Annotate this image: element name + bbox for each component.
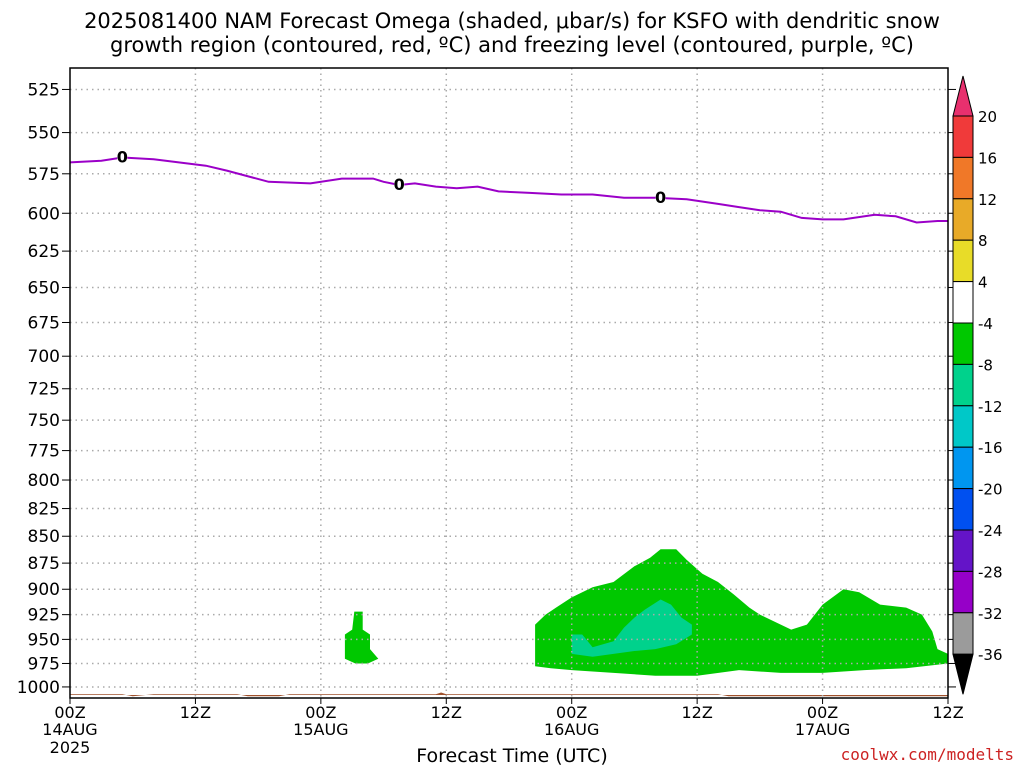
- y-tick-label-5: 650: [28, 278, 60, 298]
- colorbar-segment-9: [952, 446, 974, 490]
- x-tick-label-6: 00Z: [807, 703, 838, 722]
- y-tick-label-16: 925: [28, 606, 60, 626]
- colorbar-label-11: -28: [978, 563, 1003, 581]
- x-tick-label-3: 12Z: [431, 703, 462, 722]
- colorbar-segment-12: [952, 570, 974, 614]
- x-tick-label-1: 12Z: [180, 703, 211, 722]
- y-tick-label-0: 525: [28, 80, 60, 100]
- colorbar-label-10: -24: [978, 522, 1003, 540]
- x-tick-label-4: 00Z: [556, 703, 587, 722]
- y-tick-label-10: 775: [28, 442, 60, 462]
- x-tick-label-0: 00Z: [54, 703, 85, 722]
- x-tick-date-2: 15AUG: [293, 720, 348, 739]
- y-tick-label-17: 950: [28, 630, 60, 650]
- colorbar-label-5: -4: [978, 315, 993, 333]
- freezing-label-bg-1: [394, 178, 405, 192]
- y-tick-label-6: 675: [28, 313, 60, 333]
- colorbar-segment-7: [952, 363, 974, 407]
- y-tick-label-2: 575: [28, 165, 60, 185]
- colorbar-label-7: -12: [978, 398, 1003, 416]
- omega-region-0: [344, 611, 379, 664]
- x-tick-date-0: 14AUG: [42, 720, 97, 739]
- plot-background: [70, 68, 948, 698]
- chart-title-line1: 2025081400 NAM Forecast Omega (shaded, μ…: [84, 9, 940, 33]
- x-tick-label-7: 12Z: [932, 703, 963, 722]
- x-tick-date-4: 16AUG: [544, 720, 599, 739]
- y-tick-label-12: 825: [28, 500, 60, 520]
- colorbar-label-6: -8: [978, 356, 993, 374]
- freezing-label-bg-2: [655, 190, 666, 204]
- colorbar-label-8: -16: [978, 439, 1003, 457]
- colorbar-segment-8: [952, 405, 974, 448]
- y-tick-label-8: 725: [28, 380, 60, 400]
- y-tick-label-15: 900: [28, 580, 60, 600]
- colorbar-label-13: -36: [978, 646, 1003, 664]
- y-tick-label-11: 800: [28, 471, 60, 491]
- colorbar-segment-6: [952, 322, 974, 365]
- colorbar-bottom-triangle: [952, 653, 974, 695]
- x-axis-label: Forecast Time (UTC): [416, 745, 608, 767]
- x-tick-label-2: 00Z: [305, 703, 336, 722]
- freezing-level-label-1: 0: [394, 175, 405, 194]
- y-tick-label-3: 600: [28, 204, 60, 224]
- y-tick-label-7: 700: [28, 347, 60, 367]
- colorbar-label-12: -32: [978, 605, 1003, 623]
- colorbar-segment-1: [952, 115, 974, 158]
- freezing-level-label-0: 0: [117, 148, 128, 167]
- freezing-level-label-2: 0: [655, 188, 666, 207]
- colorbar-segment-3: [952, 198, 974, 241]
- colorbar-label-2: 12: [978, 191, 997, 209]
- y-tick-label-1: 550: [28, 124, 60, 144]
- colorbar-label-0: 20: [978, 108, 997, 126]
- colorbar-segment-5: [952, 281, 974, 324]
- colorbar-segment-4: [952, 239, 974, 283]
- credit-text: coolwx.com/modelts: [840, 745, 1014, 764]
- x-tick-year-0: 2025: [50, 738, 91, 757]
- colorbar-segment-10: [952, 488, 974, 531]
- colorbar-segment-13: [952, 612, 974, 655]
- colorbar-label-9: -20: [978, 481, 1003, 499]
- y-tick-label-19: 1000: [17, 678, 60, 698]
- x-tick-date-6: 17AUG: [795, 720, 850, 739]
- colorbar-label-4: 4: [978, 274, 988, 292]
- colorbar-segment-2: [952, 156, 974, 200]
- chart-title-line2: growth region (contoured, red, ºC) and f…: [110, 33, 914, 57]
- freezing-label-bg-0: [117, 150, 128, 164]
- omega-region-2: [571, 599, 692, 657]
- plot-frame: [69, 67, 949, 699]
- x-tick-label-5: 12Z: [681, 703, 712, 722]
- y-tick-label-9: 750: [28, 411, 60, 431]
- freezing-level-line: [69, 156, 948, 224]
- terrain-area: [70, 692, 948, 697]
- y-tick-label-14: 875: [28, 554, 60, 574]
- colorbar-top-triangle: [952, 75, 974, 117]
- y-tick-label-18: 975: [28, 654, 60, 674]
- y-tick-label-4: 625: [28, 242, 60, 262]
- colorbar-segment-11: [952, 529, 974, 572]
- colorbar-label-3: 8: [978, 232, 988, 250]
- y-tick-label-13: 850: [28, 527, 60, 547]
- colorbar-label-1: 16: [978, 149, 997, 167]
